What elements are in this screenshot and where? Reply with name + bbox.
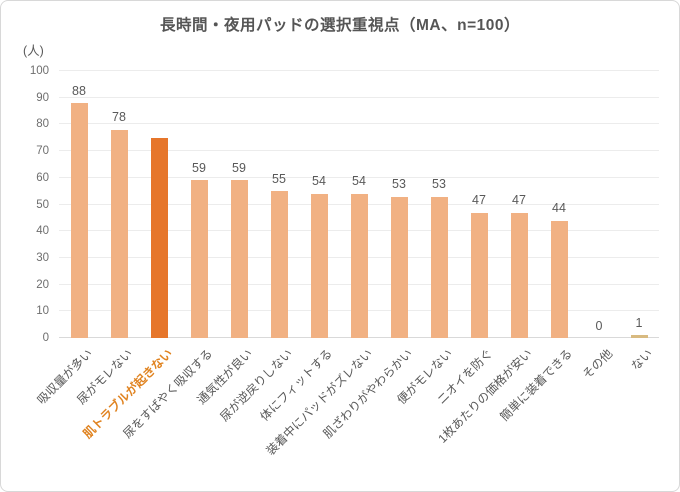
bar (630, 335, 648, 338)
y-tick-label: 20 (36, 278, 49, 291)
y-tick-label: 100 (29, 65, 49, 77)
x-category-label: 尿が逆戻りしない (217, 346, 296, 425)
bar-value-label: 53 (392, 177, 406, 191)
bar-value-label: 47 (472, 193, 486, 208)
bar-value-label: 47 (512, 193, 526, 208)
bar-highlighted (150, 137, 168, 338)
bar-value-label: 88 (72, 83, 86, 98)
x-category-label: 体にフィットする (257, 346, 336, 424)
y-tick-label: 60 (36, 171, 49, 184)
y-tick-label: 50 (36, 198, 49, 211)
gridline (59, 123, 659, 125)
bar (230, 180, 248, 338)
bar-value-label: 59 (192, 160, 206, 175)
y-tick-label: 70 (36, 145, 49, 158)
bar (310, 193, 328, 338)
bar (350, 193, 368, 338)
bar (430, 196, 448, 338)
bar-value-label: 78 (112, 110, 126, 125)
gridline (59, 96, 659, 98)
bar-value-label: 53 (432, 177, 446, 191)
bar-value-label: 55 (272, 171, 286, 186)
bar (390, 196, 408, 338)
bar-value-label: 1 (635, 315, 643, 330)
bar-value-label: 54 (312, 174, 326, 189)
gridline (59, 176, 659, 178)
bar (190, 180, 208, 338)
y-tick-label: 10 (36, 305, 49, 318)
gridline (59, 150, 659, 152)
plot-area: 88 78 59 59 55 54 54 53 53 47 47 44 0 1 (59, 70, 659, 338)
y-tick-label: 80 (36, 118, 49, 131)
bar-value-label: 59 (232, 160, 246, 175)
bar (70, 103, 88, 338)
bar-value-label: 0 (595, 318, 603, 333)
y-tick-label: 0 (42, 332, 49, 344)
bar (470, 212, 488, 338)
bar-value-label: 54 (352, 174, 366, 189)
y-axis-unit-label: (人) (23, 44, 44, 58)
y-tick-label: 30 (36, 251, 49, 264)
bar (510, 212, 528, 338)
y-tick-label: 40 (36, 225, 49, 238)
bar (110, 129, 128, 338)
x-category-label: その他 (579, 346, 616, 382)
x-category-label: ない (628, 346, 656, 374)
bar (550, 220, 568, 338)
y-tick-label: 90 (36, 91, 49, 104)
bar (270, 191, 288, 338)
bar-value-label: 44 (552, 201, 566, 216)
chart-title: 長時間・夜用パッドの選択重視点（MA、n=100） (160, 17, 520, 34)
x-category-label: 簡単に装着できる (497, 346, 576, 424)
gridline (59, 70, 659, 71)
